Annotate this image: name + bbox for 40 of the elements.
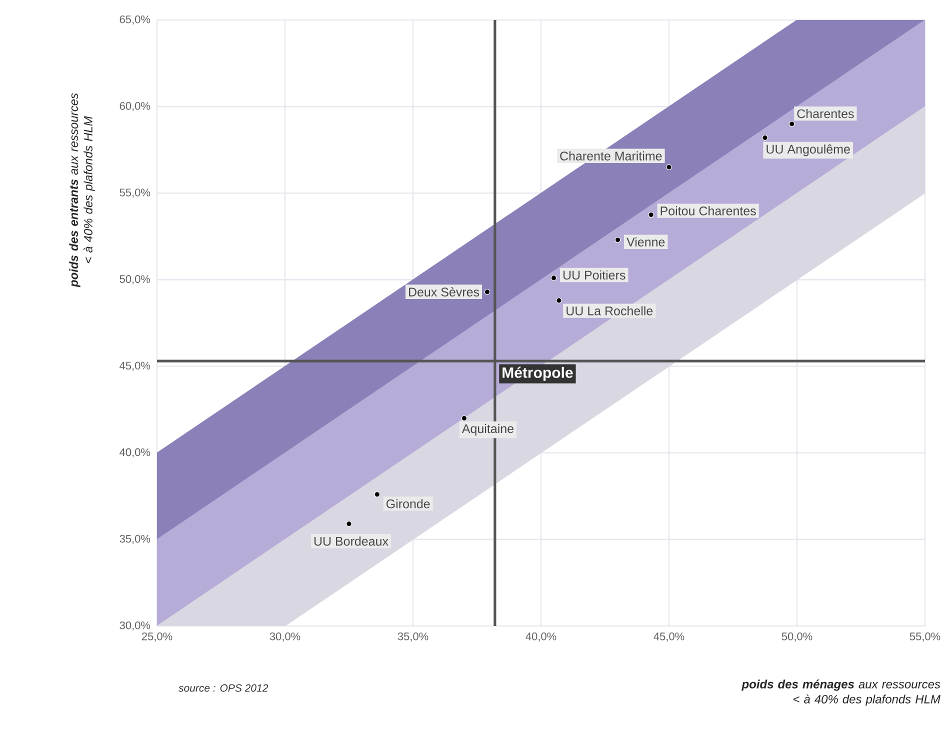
y-tick-label: 55,0%: [120, 188, 150, 198]
point: [374, 492, 380, 498]
x-axis-title: poids des ménages aux ressources < à 40% des plafonds HLM: [741, 680, 940, 706]
y-tick-label: 45,0%: [120, 362, 150, 371]
annotation: Poitou Charentes: [660, 206, 756, 216]
point: [550, 275, 557, 281]
annotation: UU La Rochelle: [566, 306, 653, 316]
x-tick-label: 40,0%: [526, 632, 556, 642]
y-tick-label: 65,0%: [120, 15, 150, 25]
x-tick-label: 50,0%: [782, 632, 812, 642]
point: [484, 288, 490, 295]
source-note: source : OPS 2012: [178, 684, 268, 692]
point: [762, 134, 768, 141]
y-tick-label: 35,0%: [120, 534, 150, 544]
y-tick-label: 30,0%: [120, 621, 150, 631]
annotation: Gironde: [386, 499, 430, 508]
x-tick-label: 45,0%: [654, 632, 684, 642]
x-tick-label: 55,0%: [910, 632, 940, 642]
annotation: UU Poitiers: [563, 270, 626, 280]
x-tick-label: 25,0%: [142, 632, 172, 642]
ref-line-label: Métropole: [502, 366, 573, 381]
annotation: Aquitaine: [462, 424, 514, 436]
annotation: Deux Sèvres: [409, 287, 480, 296]
x-tick-label: 35,0%: [398, 632, 428, 642]
point: [556, 298, 562, 304]
point: [461, 415, 468, 422]
annotation: Charentes: [797, 108, 854, 118]
point: [648, 212, 654, 218]
point: [614, 236, 621, 243]
x-tick-label: 30,0%: [270, 632, 300, 642]
annotation: Vienne: [626, 237, 665, 246]
point: [346, 520, 352, 527]
annotation: UU Bordeaux: [314, 536, 388, 546]
annotation: Charente Maritime: [560, 151, 662, 160]
point: [788, 120, 795, 127]
point: [666, 164, 672, 170]
y-tick-label: 40,0%: [120, 448, 150, 458]
y-tick-label: 60,0%: [120, 102, 150, 112]
annotation: UU Angoulême: [766, 144, 850, 156]
y-tick-label: 50,0%: [120, 275, 150, 284]
